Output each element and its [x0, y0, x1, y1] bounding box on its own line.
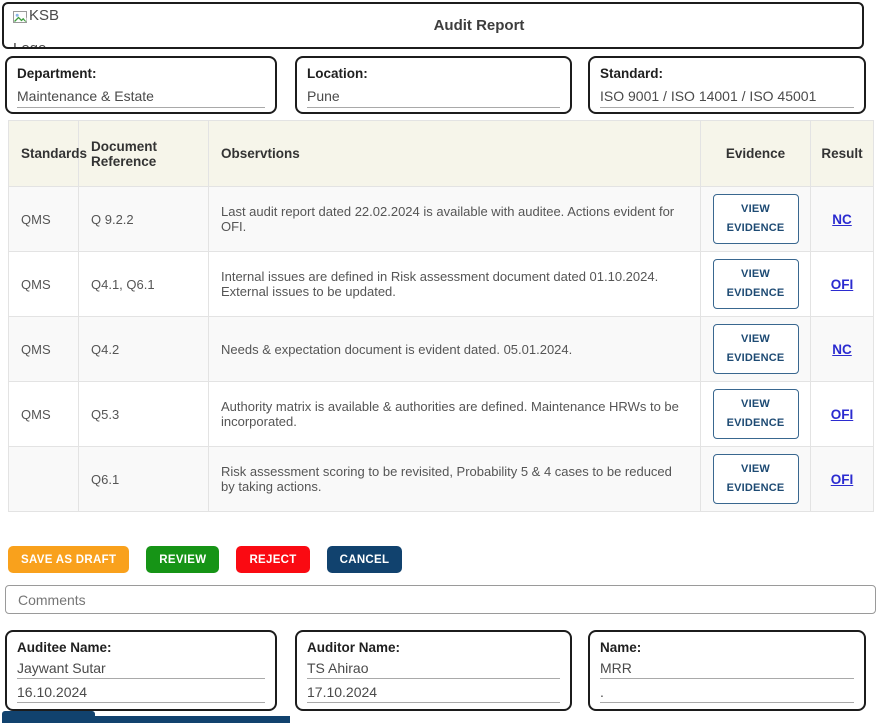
auditor-name-input[interactable]: TS Ahirao — [307, 660, 560, 679]
doc-ref-cell: Q6.1 — [78, 446, 209, 512]
table-row: Q6.1 Risk assessment scoring to be revis… — [8, 446, 874, 512]
observation-cell: Needs & expectation document is evident … — [208, 316, 701, 382]
ksb-logo-broken-image: KSB Logo — [12, 7, 60, 49]
mrr-name-input[interactable]: MRR — [600, 660, 854, 679]
department-label: Department: — [17, 66, 97, 81]
view-evidence-button[interactable]: VIEW EVIDENCE — [712, 454, 799, 504]
standard-input[interactable]: ISO 9001 / ISO 14001 / ISO 45001 — [600, 88, 854, 108]
standard-field-box: Standard: ISO 9001 / ISO 14001 / ISO 450… — [588, 56, 866, 114]
comments-input[interactable] — [5, 585, 876, 614]
review-button[interactable]: REVIEW — [146, 546, 220, 573]
observation-cell: Risk assessment scoring to be revisited,… — [208, 446, 701, 512]
mrr-box: Name: MRR . — [588, 630, 866, 711]
column-header-result: Result — [810, 120, 874, 187]
auditee-box: Auditee Name: Jaywant Sutar 16.10.2024 — [5, 630, 277, 711]
cancel-button[interactable]: CANCEL — [326, 546, 403, 573]
doc-ref-cell: Q5.3 — [78, 381, 209, 447]
location-label: Location: — [307, 66, 368, 81]
table-row: QMS Q5.3 Authority matrix is available &… — [8, 381, 874, 447]
view-evidence-button[interactable]: VIEW EVIDENCE — [712, 259, 799, 309]
column-header-standards: Standards — [8, 120, 87, 187]
standard-cell — [8, 446, 79, 512]
auditor-box: Auditor Name: TS Ahirao 17.10.2024 — [295, 630, 572, 711]
auditee-date-input[interactable]: 16.10.2024 — [17, 684, 265, 703]
department-field-box: Department: Maintenance & Estate — [5, 56, 277, 114]
table-row: QMS Q4.2 Needs & expectation document is… — [8, 316, 874, 382]
view-evidence-button[interactable]: VIEW EVIDENCE — [712, 194, 799, 244]
auditor-name-label: Auditor Name: — [307, 640, 401, 655]
doc-ref-cell: Q4.2 — [78, 316, 209, 382]
standard-cell: QMS — [8, 251, 79, 317]
result-link[interactable]: OFI — [830, 276, 854, 292]
doc-ref-cell: Q 9.2.2 — [78, 186, 209, 252]
partial-footer-button[interactable] — [2, 711, 95, 723]
view-evidence-button[interactable]: VIEW EVIDENCE — [712, 324, 799, 374]
column-header-document-reference: Document Reference — [78, 120, 209, 187]
observation-cell: Last audit report dated 22.02.2024 is av… — [208, 186, 701, 252]
logo-alt-text-line2: Logo — [13, 40, 47, 49]
column-header-observations: Observtions — [208, 120, 701, 187]
header: KSB Logo Audit Report — [2, 2, 864, 49]
observation-cell: Internal issues are defined in Risk asse… — [208, 251, 701, 317]
audit-observations-table: Standards Document Reference Observtions… — [8, 120, 874, 512]
result-link[interactable]: OFI — [830, 406, 854, 422]
table-row: QMS Q 9.2.2 Last audit report dated 22.0… — [8, 186, 874, 252]
standard-label: Standard: — [600, 66, 664, 81]
standard-cell: QMS — [8, 381, 79, 447]
mrr-date-input[interactable]: . — [600, 684, 854, 703]
table-row: QMS Q4.1, Q6.1 Internal issues are defin… — [8, 251, 874, 317]
result-link[interactable]: NC — [832, 341, 852, 357]
standard-cell: QMS — [8, 316, 79, 382]
result-link[interactable]: OFI — [830, 471, 854, 487]
standard-cell: QMS — [8, 186, 79, 252]
auditor-date-input[interactable]: 17.10.2024 — [307, 684, 560, 703]
auditee-name-input[interactable]: Jaywant Sutar — [17, 660, 265, 679]
department-input[interactable]: Maintenance & Estate — [17, 88, 265, 108]
auditee-name-label: Auditee Name: — [17, 640, 112, 655]
observation-cell: Authority matrix is available & authorit… — [208, 381, 701, 447]
location-field-box: Location: Pune — [295, 56, 572, 114]
result-link[interactable]: NC — [832, 211, 852, 227]
action-button-row: SAVE AS DRAFT REVIEW REJECT CANCEL — [8, 546, 403, 573]
column-header-evidence: Evidence — [700, 120, 811, 187]
save-as-draft-button[interactable]: SAVE AS DRAFT — [8, 546, 130, 573]
doc-ref-cell: Q4.1, Q6.1 — [78, 251, 209, 317]
table-header-row: Standards Document Reference Observtions… — [8, 120, 874, 187]
page-title: Audit Report — [433, 17, 525, 34]
mrr-name-label: Name: — [600, 640, 642, 655]
view-evidence-button[interactable]: VIEW EVIDENCE — [712, 389, 799, 439]
reject-button[interactable]: REJECT — [236, 546, 310, 573]
logo-alt-text-line1: KSB — [29, 7, 60, 24]
location-input[interactable]: Pune — [307, 88, 560, 108]
broken-image-icon — [12, 7, 28, 30]
